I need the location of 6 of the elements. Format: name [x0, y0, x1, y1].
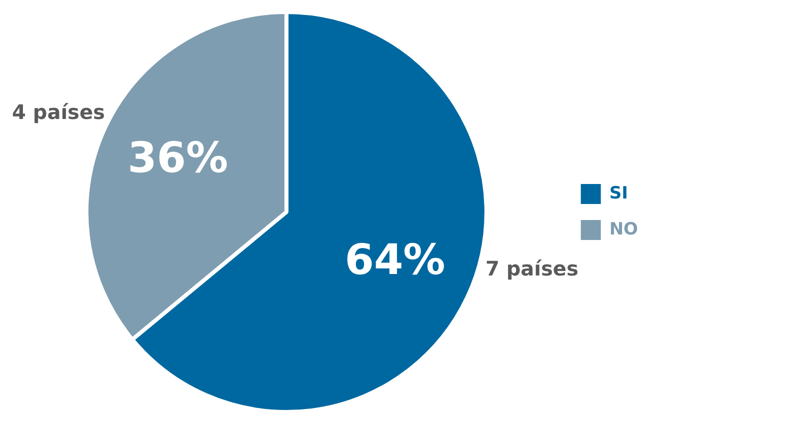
data-label: 36%: [128, 132, 228, 182]
legend-label: NO: [609, 219, 638, 240]
data-label: 64%: [344, 235, 446, 284]
text: 7 países: [485, 256, 578, 280]
legend-label: SI: [609, 183, 628, 204]
text: 4 países: [12, 100, 105, 124]
